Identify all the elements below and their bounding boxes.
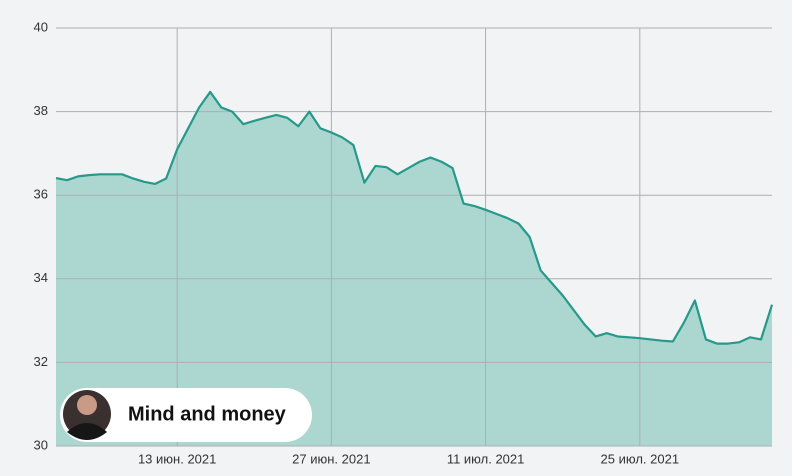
avatar-face xyxy=(77,395,97,415)
badge-label: Mind and money xyxy=(128,403,287,425)
y-tick-label: 32 xyxy=(34,354,48,369)
x-tick-label: 27 июн. 2021 xyxy=(292,451,370,466)
x-tick-label: 13 июн. 2021 xyxy=(138,451,216,466)
x-tick-label: 25 июл. 2021 xyxy=(601,451,680,466)
y-tick-label: 38 xyxy=(34,103,48,118)
area-line xyxy=(55,90,774,345)
x-tick-label: 11 июл. 2021 xyxy=(447,451,525,466)
avatar-body xyxy=(67,423,107,440)
badge: Mind and money xyxy=(60,388,312,442)
plot-area: 30 32 34 36 38 40 13 июн. 2021 27 июн. 2021 11 и… xyxy=(34,19,774,466)
y-tick-label: 40 xyxy=(34,19,48,34)
y-tick-label: 36 xyxy=(34,187,48,202)
badge-box xyxy=(60,388,312,442)
y-tick-label: 34 xyxy=(34,270,48,285)
y-tick-label: 30 xyxy=(34,437,48,452)
area-fill xyxy=(56,91,772,446)
